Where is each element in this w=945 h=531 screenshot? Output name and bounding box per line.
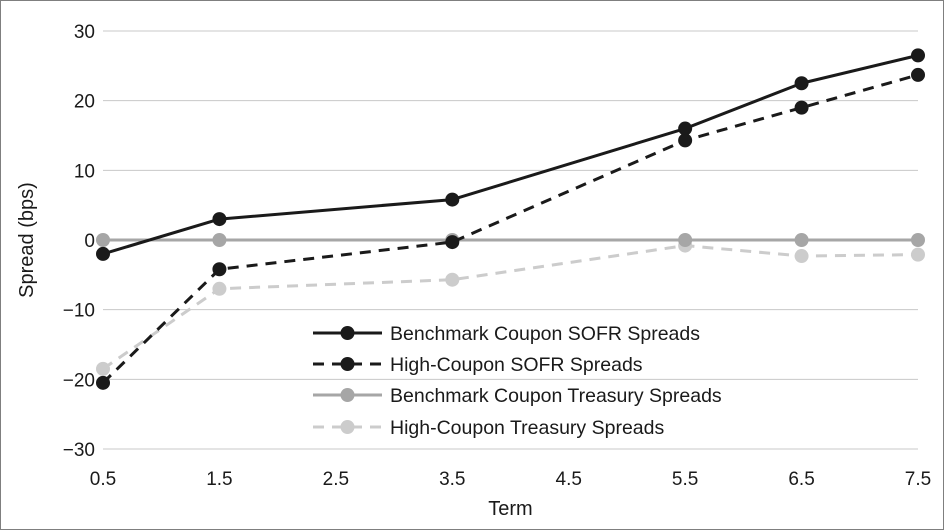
series-line [101, 73, 919, 384]
legend-label: Benchmark Coupon SOFR Spreads [390, 323, 700, 345]
data-point [678, 233, 693, 247]
x-tick-label: 1.5 [206, 469, 232, 490]
series-0 [96, 48, 925, 261]
x-tick-label: 7.5 [905, 469, 931, 490]
y-tick-label: −30 [63, 440, 95, 461]
data-point [96, 233, 110, 247]
data-point [445, 192, 460, 207]
y-tick-label: −10 [63, 301, 95, 322]
y-tick-label: 20 [74, 92, 95, 113]
y-axis-title: Spread (bps) [16, 182, 38, 298]
y-tick-label: 10 [74, 161, 95, 182]
data-point [794, 100, 809, 115]
data-point [678, 133, 693, 148]
legend-swatch-marker [340, 326, 355, 340]
data-point [212, 281, 227, 296]
data-point [212, 212, 227, 227]
y-tick-label: 30 [74, 22, 95, 43]
legend-label: Benchmark Coupon Treasury Spreads [390, 385, 722, 407]
data-point [445, 272, 460, 287]
data-point [96, 246, 110, 261]
legend-swatch-marker [340, 388, 355, 402]
data-point [678, 121, 693, 136]
legend-swatch-marker [340, 357, 355, 371]
legend: Benchmark Coupon SOFR Spreads High-Coupon… [313, 323, 722, 439]
x-tick-label: 5.5 [672, 469, 698, 490]
data-point [794, 76, 809, 91]
data-point [911, 233, 925, 247]
series-1 [96, 67, 925, 390]
data-point [96, 375, 110, 390]
data-point [911, 247, 925, 262]
data-point [445, 235, 460, 250]
data-point [794, 249, 809, 264]
series-line [102, 244, 919, 371]
x-axis-title: Term [488, 498, 532, 520]
x-tick-label: 4.5 [556, 469, 582, 490]
series-line [102, 53, 919, 256]
y-tick-label: 0 [84, 231, 95, 252]
x-tick-label: 2.5 [323, 469, 349, 490]
legend-label: High-Coupon Treasury Spreads [390, 417, 664, 439]
data-point [212, 233, 227, 247]
data-point [911, 48, 925, 63]
y-axis-ticks: 30 20 10 0 −10 −20 −30 [63, 22, 95, 461]
data-point [911, 67, 925, 82]
x-tick-label: 0.5 [90, 469, 116, 490]
legend-label: High-Coupon SOFR Spreads [390, 354, 643, 376]
x-tick-label: 3.5 [439, 469, 465, 490]
data-point [212, 262, 227, 277]
data-point [794, 233, 809, 247]
x-tick-label: 6.5 [788, 469, 814, 490]
gridlines [103, 30, 918, 450]
x-axis-ticks: 0.5 1.5 2.5 3.5 4.5 5.5 6.5 7.5 [90, 469, 931, 490]
legend-swatch-marker [340, 420, 355, 434]
series-lines [96, 48, 925, 390]
y-tick-label: −20 [63, 370, 95, 391]
data-point [96, 361, 110, 376]
